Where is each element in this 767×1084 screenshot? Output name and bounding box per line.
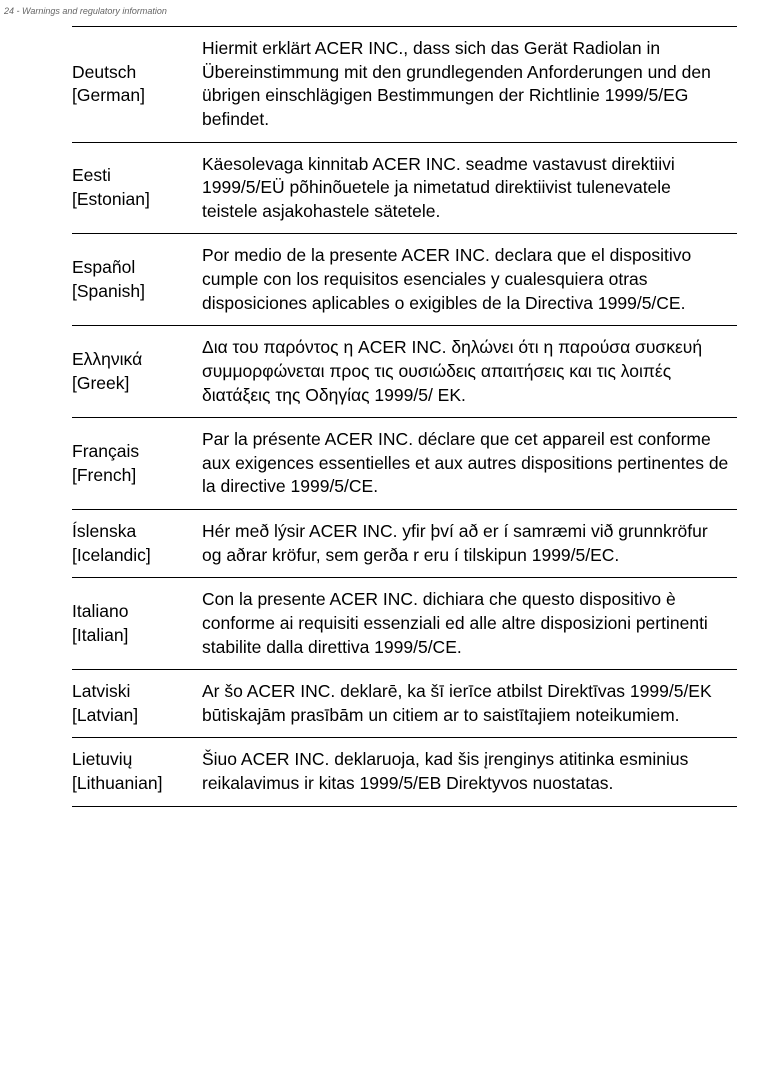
- language-native: Latviski: [72, 681, 130, 701]
- language-native: Lietuvių: [72, 749, 132, 769]
- declaration-text: Käesolevaga kinnitab ACER INC. seadme va…: [202, 142, 737, 234]
- table-row: Español [Spanish] Por medio de la presen…: [72, 234, 737, 326]
- language-native: Italiano: [72, 601, 128, 621]
- language-cell: Deutsch [German]: [72, 27, 202, 143]
- table-row: Français [French] Par la présente ACER I…: [72, 418, 737, 510]
- language-cell: Eesti [Estonian]: [72, 142, 202, 234]
- declarations-table-wrap: Deutsch [German] Hiermit erklärt ACER IN…: [72, 26, 737, 807]
- declaration-text: Hiermit erklärt ACER INC., dass sich das…: [202, 27, 737, 143]
- language-native: Íslenska: [72, 521, 136, 541]
- declaration-text: Con la presente ACER INC. dichiara che q…: [202, 578, 737, 670]
- language-native: Français: [72, 441, 139, 461]
- language-cell: Français [French]: [72, 418, 202, 510]
- language-english: [Greek]: [72, 373, 129, 393]
- declaration-text: Par la présente ACER INC. déclare que ce…: [202, 418, 737, 510]
- table-row: Eesti [Estonian] Käesolevaga kinnitab AC…: [72, 142, 737, 234]
- language-native: Deutsch: [72, 62, 136, 82]
- table-row: Lietuvių [Lithuanian] Šiuo ACER INC. dek…: [72, 738, 737, 806]
- declaration-text: Ar šo ACER INC. deklarē, ka šī ierīce at…: [202, 670, 737, 738]
- language-english: [German]: [72, 85, 145, 105]
- declaration-text: Δια του παρόντος η ACER INC. δηλώνει ότι…: [202, 326, 737, 418]
- table-row: Latviski [Latvian] Ar šo ACER INC. dekla…: [72, 670, 737, 738]
- language-english: [French]: [72, 465, 136, 485]
- language-native: Ελληνικά: [72, 349, 142, 369]
- language-native: Eesti: [72, 165, 111, 185]
- language-cell: Español [Spanish]: [72, 234, 202, 326]
- language-cell: Italiano [Italian]: [72, 578, 202, 670]
- language-native: Español: [72, 257, 135, 277]
- language-english: [Italian]: [72, 625, 128, 645]
- page-header: 24 - Warnings and regulatory information: [0, 0, 767, 26]
- declarations-table: Deutsch [German] Hiermit erklärt ACER IN…: [72, 26, 737, 807]
- language-english: [Lithuanian]: [72, 773, 163, 793]
- language-cell: Ελληνικά [Greek]: [72, 326, 202, 418]
- table-row: Italiano [Italian] Con la presente ACER …: [72, 578, 737, 670]
- table-row: Deutsch [German] Hiermit erklärt ACER IN…: [72, 27, 737, 143]
- language-cell: Lietuvių [Lithuanian]: [72, 738, 202, 806]
- language-cell: Íslenska [Icelandic]: [72, 510, 202, 578]
- language-english: [Spanish]: [72, 281, 145, 301]
- language-english: [Icelandic]: [72, 545, 151, 565]
- declaration-text: Hér með lýsir ACER INC. yfir því að er í…: [202, 510, 737, 578]
- language-english: [Latvian]: [72, 705, 138, 725]
- table-row: Íslenska [Icelandic] Hér með lýsir ACER …: [72, 510, 737, 578]
- language-english: [Estonian]: [72, 189, 150, 209]
- table-row: Ελληνικά [Greek] Δια του παρόντος η ACER…: [72, 326, 737, 418]
- declaration-text: Šiuo ACER INC. deklaruoja, kad šis įreng…: [202, 738, 737, 806]
- language-cell: Latviski [Latvian]: [72, 670, 202, 738]
- declaration-text: Por medio de la presente ACER INC. decla…: [202, 234, 737, 326]
